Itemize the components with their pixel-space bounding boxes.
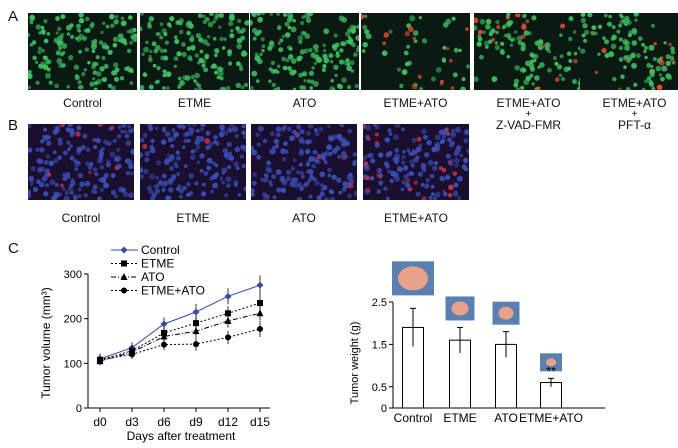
line-series-path (99, 312, 261, 362)
bar-category-label: Control (394, 411, 433, 425)
bar-chart-y-tick-label: 0 (381, 403, 387, 415)
legend-label: ETME+ATO (141, 284, 205, 298)
bar-chart-y-label: Tumor weight (g) (349, 322, 361, 405)
line-chart-y-tick-label: 100 (64, 358, 82, 370)
line-chart-y-tick-label: 200 (64, 314, 82, 326)
micrograph-a-3 (250, 13, 359, 90)
line-chart-x-tick-label: d6 (157, 415, 171, 429)
micrograph-b-2 (140, 124, 246, 200)
line-chart-point (129, 351, 135, 358)
line-chart-point (97, 356, 103, 363)
caption-a-1: Control (22, 97, 143, 110)
caption-a-4: ETME+ATO (355, 97, 476, 110)
legend-label: ATO (141, 270, 165, 284)
line-chart-x-tick-label: d12 (218, 415, 238, 429)
line-chart-point (193, 341, 199, 348)
bar-category-label: ATO (494, 411, 518, 425)
line-chart-x-label: Days after treatment (127, 429, 236, 443)
caption-a-subline: + (631, 109, 638, 120)
caption-a-label: ATO (292, 96, 317, 110)
caption-b-1: Control (61, 211, 101, 225)
caption-a-subline: PFT-α (618, 118, 651, 132)
line-chart-point (161, 341, 167, 348)
line-chart-point (160, 332, 168, 340)
line-chart-point (225, 310, 231, 317)
line-chart-point (121, 287, 127, 294)
caption-a-subline: Z-VAD-FMR (495, 118, 562, 132)
line-chart-y-tick-label: 0 (76, 403, 82, 415)
legend-label: ETME (141, 257, 174, 271)
micrograph-a-6 (580, 13, 678, 90)
micrograph-a-5 (474, 13, 583, 90)
caption-a-6: ETME+ATO + PFT-α (574, 97, 678, 132)
bar-category-label: ETME+ATO (519, 411, 583, 425)
line-chart-point (257, 325, 263, 332)
bar-chart-y-tick-label: 1.5 (372, 339, 387, 351)
line-chart-point (225, 334, 231, 341)
line-series-etme-plus-ato (97, 320, 263, 365)
caption-a-label: ETME+ATO (602, 96, 667, 110)
tumor-image (498, 306, 514, 320)
micrograph-b-3 (251, 124, 357, 200)
line-chart-point (121, 260, 127, 267)
panel-c-svg: 0 100 200 300 d0 d3 d6 d9 d12 d15 Days after treat… (39, 243, 605, 443)
line-chart-x-tick-label: d0 (93, 415, 107, 429)
line-series-path (99, 284, 261, 360)
line-chart-point (160, 320, 168, 328)
caption-a-2: ETME (134, 97, 255, 110)
line-chart-point (224, 316, 232, 324)
line-chart-x-tick-label: d15 (250, 415, 270, 429)
tumor-image (398, 266, 428, 291)
line-chart-y-label: Tumor volume (mm³) (39, 287, 53, 399)
tumor-image (546, 358, 556, 367)
line-chart-x-tick-label: d9 (189, 415, 203, 429)
line-series-path (99, 302, 261, 361)
panel-b-letter: B (8, 117, 19, 134)
caption-b-2: ETME (176, 211, 210, 225)
legend-label: Control (141, 243, 180, 257)
line-chart-point (192, 327, 200, 335)
panel-c-letter: C (8, 240, 19, 257)
micrograph-b-4 (363, 124, 469, 200)
line-series-path (99, 328, 261, 361)
tumor-image (451, 301, 469, 316)
panel-a-letter: A (8, 8, 19, 25)
caption-a-label: ETME (177, 96, 212, 110)
line-chart-point (256, 281, 264, 289)
line-chart-y-tick-label: 300 (64, 269, 82, 281)
caption-a-label: ETME+ATO (496, 96, 561, 110)
line-chart-point (120, 246, 128, 254)
caption-a-5: ETME+ATO + Z-VAD-FMR (468, 97, 589, 132)
bar-chart-y-tick-label: 0.5 (372, 382, 387, 394)
bar-chart-y-tick-label: 2.5 (372, 297, 387, 309)
significance-annotation: ** (546, 363, 556, 378)
caption-a-3: ATO (244, 97, 365, 110)
line-chart-point (256, 309, 264, 317)
micrograph-b-1 (28, 124, 134, 200)
caption-a-subline: + (525, 109, 532, 120)
caption-a-label: ETME+ATO (383, 96, 448, 110)
micrograph-a-2 (140, 13, 249, 90)
caption-b-4: ETME+ATO (384, 211, 448, 225)
line-chart-point (224, 292, 232, 300)
bar-category-label: ETME (443, 411, 476, 425)
line-chart-point (192, 308, 200, 316)
micrograph-a-1 (28, 13, 137, 90)
micrograph-a-4 (361, 13, 470, 90)
line-chart-point (257, 300, 263, 307)
line-chart-point (120, 273, 128, 280)
line-series-etme (97, 294, 263, 365)
caption-a-label: Control (63, 96, 102, 110)
caption-b-3: ATO (292, 211, 316, 225)
line-chart-point (193, 320, 199, 327)
panel-c-charts: 0 100 200 300 d0 d3 d6 d9 d12 d15 Days after treat… (0, 232, 678, 443)
line-chart-x-tick-label: d3 (125, 415, 139, 429)
